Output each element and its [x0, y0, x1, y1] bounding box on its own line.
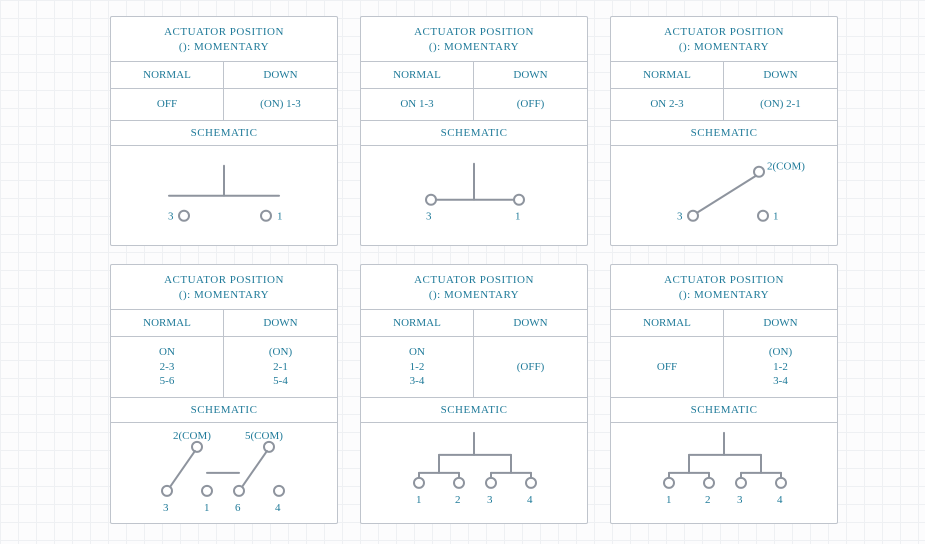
schematic-diagram: 3 1 [111, 146, 337, 245]
schematic-diagram: 3 1 [361, 146, 587, 245]
card-title: ACTUATOR POSITION (): MOMENTARY [611, 17, 837, 62]
svg-text:3: 3 [677, 210, 683, 222]
schematic-header: SCHEMATIC [361, 121, 587, 146]
schematic-header: SCHEMATIC [611, 121, 837, 146]
down-header: DOWN [474, 62, 587, 89]
svg-text:1: 1 [416, 494, 422, 506]
svg-text:4: 4 [777, 494, 783, 506]
switch-card: ACTUATOR POSITION (): MOMENTARY NORMAL D… [610, 16, 838, 246]
down-value: (OFF) [474, 337, 587, 399]
normal-value: ON 2-3 5-6 [111, 337, 224, 399]
svg-text:4: 4 [275, 502, 281, 514]
card-title: ACTUATOR POSITION (): MOMENTARY [111, 17, 337, 62]
normal-value: ON 1-2 3-4 [361, 337, 474, 399]
svg-text:5(COM): 5(COM) [245, 430, 283, 442]
normal-header: NORMAL [611, 62, 724, 89]
svg-text:2: 2 [705, 494, 711, 506]
down-header: DOWN [724, 310, 837, 337]
title-line-1: ACTUATOR POSITION [117, 25, 331, 40]
schematic-header: SCHEMATIC [611, 398, 837, 423]
card-title: ACTUATOR POSITION (): MOMENTARY [111, 265, 337, 310]
switch-card: ACTUATOR POSITION (): MOMENTARY NORMAL D… [110, 264, 338, 524]
normal-value: OFF [111, 89, 224, 121]
normal-header: NORMAL [111, 62, 224, 89]
down-header: DOWN [224, 310, 337, 337]
normal-header: NORMAL [111, 310, 224, 337]
svg-text:4: 4 [527, 494, 533, 506]
schematic-diagram: 1 2 3 4 [361, 423, 587, 523]
normal-header: NORMAL [361, 62, 474, 89]
svg-text:1: 1 [204, 502, 210, 514]
svg-text:6: 6 [235, 502, 241, 514]
svg-text:2: 2 [455, 494, 461, 506]
switch-card: ACTUATOR POSITION (): MOMENTARY NORMAL D… [360, 16, 588, 246]
schematic-header: SCHEMATIC [111, 398, 337, 423]
position-header-row: NORMAL DOWN [111, 62, 337, 89]
svg-text:2(COM): 2(COM) [767, 160, 805, 172]
down-value: (ON) 2-1 5-4 [224, 337, 337, 399]
svg-text:3: 3 [426, 210, 432, 222]
down-header: DOWN [224, 62, 337, 89]
svg-text:3: 3 [737, 494, 743, 506]
svg-text:1: 1 [666, 494, 672, 506]
card-title: ACTUATOR POSITION (): MOMENTARY [361, 265, 587, 310]
svg-text:3: 3 [168, 210, 174, 222]
down-value: (OFF) [474, 89, 587, 121]
svg-text:3: 3 [163, 502, 169, 514]
position-value-row: OFF (ON) 1-3 [111, 89, 337, 121]
schematic-diagram: 1 2 3 4 [611, 423, 837, 523]
down-header: DOWN [724, 62, 837, 89]
switch-card: ACTUATOR POSITION (): MOMENTARY NORMAL D… [110, 16, 338, 246]
switch-card: ACTUATOR POSITION (): MOMENTARY NORMAL D… [610, 264, 838, 524]
svg-text:1: 1 [773, 210, 779, 222]
normal-value: OFF [611, 337, 724, 399]
svg-text:1: 1 [515, 210, 521, 222]
card-grid: ACTUATOR POSITION (): MOMENTARY NORMAL D… [0, 0, 925, 524]
card-title: ACTUATOR POSITION (): MOMENTARY [361, 17, 587, 62]
svg-text:2(COM): 2(COM) [173, 430, 211, 442]
schematic-diagram: 2(COM) 5(COM) 3 1 6 4 [111, 423, 337, 523]
down-value: (ON) 2-1 [724, 89, 837, 121]
normal-value: ON 1-3 [361, 89, 474, 121]
schematic-diagram: 2(COM) 3 1 [611, 146, 837, 245]
normal-header: NORMAL [361, 310, 474, 337]
down-value: (ON) 1-2 3-4 [724, 337, 837, 399]
card-title: ACTUATOR POSITION (): MOMENTARY [611, 265, 837, 310]
title-line-2: (): MOMENTARY [117, 40, 331, 55]
schematic-header: SCHEMATIC [111, 121, 337, 146]
down-value: (ON) 1-3 [224, 89, 337, 121]
down-header: DOWN [474, 310, 587, 337]
svg-text:3: 3 [487, 494, 493, 506]
switch-card: ACTUATOR POSITION (): MOMENTARY NORMAL D… [360, 264, 588, 524]
normal-header: NORMAL [611, 310, 724, 337]
svg-text:1: 1 [277, 210, 283, 222]
schematic-header: SCHEMATIC [361, 398, 587, 423]
normal-value: ON 2-3 [611, 89, 724, 121]
